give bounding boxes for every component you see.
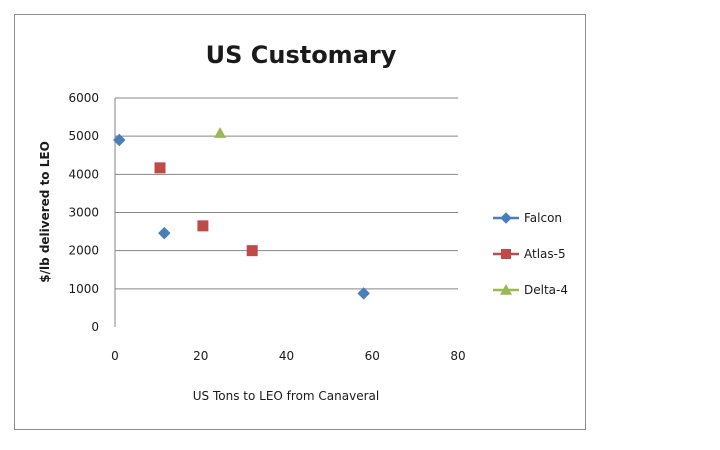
chart-frame: US Customary 0 1000 2000 3000 4000 5000 6000 0 2…: [14, 14, 586, 430]
tick-labels: 0 1000 2000 3000 4000 5000 6000 0 20 40 60 80: [68, 91, 465, 363]
y-tick-label: 0: [91, 320, 99, 334]
y-tick-label: 6000: [68, 91, 99, 105]
gridlines: [115, 97, 458, 290]
y-axis-label: $/lb delivered to LEO: [38, 141, 52, 283]
x-tick-label: 80: [450, 349, 465, 363]
x-tick-label: 40: [279, 349, 294, 363]
x-tick-label: 20: [193, 349, 208, 363]
legend-label-delta-4: Delta-4: [524, 283, 568, 297]
legend-marker-atlas-5: [501, 249, 511, 259]
falcon-point: [158, 226, 171, 240]
x-tick-label: 60: [365, 349, 380, 363]
legend-marker-delta-4: [500, 284, 512, 295]
legend: Falcon Atlas-5 Delta-4: [493, 211, 568, 297]
y-tick-label: 1000: [68, 282, 99, 296]
x-tick-label: 0: [111, 349, 119, 363]
chart-title: US Customary: [206, 41, 397, 69]
atlas-5-point: [154, 162, 166, 174]
y-tick-label: 4000: [68, 167, 99, 181]
delta-4-point: [214, 127, 227, 138]
falcon-point: [357, 287, 370, 300]
atlas-5-point: [197, 220, 209, 232]
x-axis-label: US Tons to LEO from Canaveral: [193, 389, 379, 403]
legend-label-atlas-5: Atlas-5: [524, 247, 566, 261]
y-tick-label: 5000: [68, 129, 99, 143]
scatter-chart: US Customary 0 1000 2000 3000 4000 5000 6000 0 2…: [38, 41, 568, 403]
y-tick-label: 2000: [68, 244, 99, 258]
data-points: [113, 127, 370, 300]
legend-marker-falcon: [500, 212, 512, 224]
legend-label-falcon: Falcon: [524, 211, 562, 225]
falcon-point: [113, 133, 126, 147]
y-tick-label: 3000: [68, 206, 99, 220]
atlas-5-point: [246, 245, 258, 257]
